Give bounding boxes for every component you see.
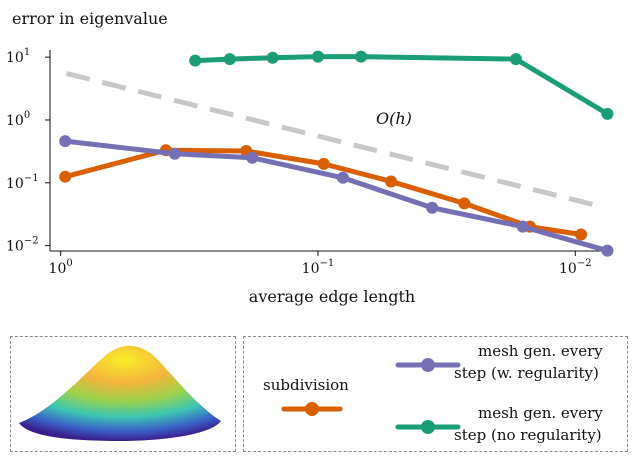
y-axis-label: error in eigenvalue [12, 9, 168, 28]
series-line-mesh-gen-every-step-no-regularity [192, 54, 610, 117]
legend-label-w-regularity-line2: step (w. regularity) [454, 364, 599, 382]
data-point-mesh-gen-every-step-no-regularity [266, 51, 279, 64]
reference-line-o-h [65, 71, 595, 207]
y-tick-label: 100 [6, 110, 30, 129]
legend-label-no-regularity-line1: mesh gen. every [478, 404, 603, 422]
data-point-mesh-gen-every-step-w-regularity [516, 220, 529, 233]
data-point-mesh-gen-every-step-w-regularity [336, 171, 349, 184]
reference-label: O(h) [376, 109, 412, 128]
legend-panel: subdivision mesh gen. every step (w. reg… [243, 336, 628, 452]
data-point-subdivision [385, 175, 398, 188]
y-tick-label: 10−1 [6, 173, 39, 192]
legend-marker-w-regularity [395, 358, 461, 372]
legend-label-no-regularity-line2: step (no regularity) [454, 426, 602, 444]
series-mesh-gen-every-step-w-regularity [59, 135, 614, 257]
data-point-subdivision [458, 197, 471, 210]
data-point-subdivision [59, 170, 72, 183]
legend-marker-subdivision [281, 402, 343, 416]
y-tick-label: 101 [6, 47, 30, 66]
y-tick-label: 10−2 [6, 236, 39, 255]
data-point-mesh-gen-every-step-w-regularity [59, 135, 72, 148]
data-point-mesh-gen-every-step-no-regularity [509, 53, 522, 66]
data-point-mesh-gen-every-step-w-regularity [426, 201, 439, 214]
legend-marker-no-regularity [395, 420, 461, 434]
x-tick-label: 100 [49, 258, 73, 277]
data-point-mesh-gen-every-step-no-regularity [601, 107, 614, 120]
data-point-mesh-gen-every-step-w-regularity [168, 147, 181, 160]
data-point-subdivision [317, 157, 330, 170]
legend-label-w-regularity-line1: mesh gen. every [478, 342, 603, 360]
chart: error in eigenvalue average edge length … [6, 9, 614, 306]
surface-preview-panel [10, 336, 236, 452]
x-axis-label: average edge length [249, 287, 415, 306]
data-point-mesh-gen-every-step-no-regularity [311, 50, 324, 63]
legend-label-subdivision: subdivision [263, 376, 349, 394]
data-point-subdivision [575, 228, 588, 241]
x-tick-label: 10−1 [302, 258, 335, 277]
data-point-mesh-gen-every-step-w-regularity [246, 151, 259, 164]
data-point-mesh-gen-every-step-no-regularity [223, 53, 236, 66]
series-mesh-gen-every-step-no-regularity [189, 50, 614, 120]
surface-bump-image [19, 345, 221, 441]
data-point-mesh-gen-every-step-w-regularity [601, 244, 614, 257]
x-tick-label: 10−2 [559, 258, 592, 277]
data-point-mesh-gen-every-step-no-regularity [355, 50, 368, 63]
data-point-mesh-gen-every-step-no-regularity [189, 54, 202, 67]
